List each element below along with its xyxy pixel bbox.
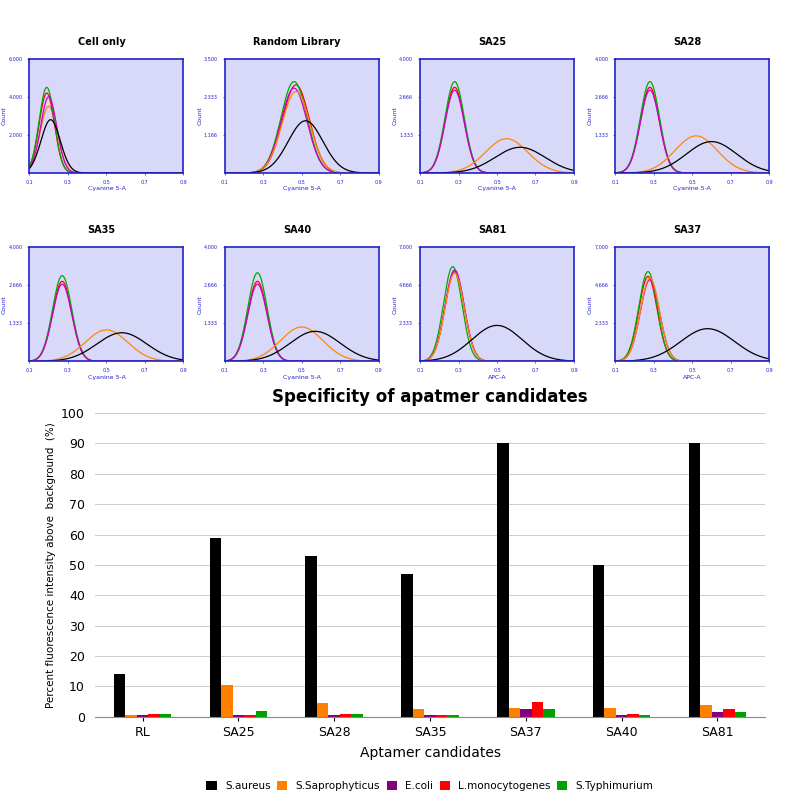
Bar bbox=[160, 714, 171, 717]
Bar bbox=[114, 674, 125, 717]
Bar bbox=[256, 711, 267, 717]
Bar bbox=[317, 703, 328, 717]
X-axis label: Cyanine 5-A: Cyanine 5-A bbox=[282, 186, 320, 191]
Bar bbox=[604, 708, 616, 717]
Bar bbox=[689, 444, 700, 717]
X-axis label: APC-A: APC-A bbox=[488, 375, 507, 380]
Bar bbox=[424, 715, 436, 717]
Text: SA28: SA28 bbox=[673, 36, 701, 46]
Bar bbox=[210, 538, 221, 717]
Bar bbox=[148, 714, 160, 717]
Y-axis label: Count: Count bbox=[197, 106, 203, 126]
Bar bbox=[136, 715, 148, 717]
Bar bbox=[447, 715, 458, 717]
Bar bbox=[328, 715, 340, 717]
X-axis label: Cyanine 5-A: Cyanine 5-A bbox=[478, 186, 516, 191]
Bar bbox=[221, 685, 233, 717]
Bar bbox=[627, 714, 639, 717]
Text: SA25: SA25 bbox=[478, 36, 507, 46]
Bar bbox=[305, 556, 317, 717]
Bar bbox=[497, 444, 509, 717]
Y-axis label: Count: Count bbox=[393, 295, 398, 313]
Bar bbox=[724, 710, 735, 717]
Bar bbox=[413, 710, 424, 717]
Bar bbox=[233, 715, 244, 717]
Bar bbox=[402, 574, 413, 717]
X-axis label: Cyanine 5-A: Cyanine 5-A bbox=[673, 186, 711, 191]
Y-axis label: Count: Count bbox=[2, 106, 7, 126]
Y-axis label: Percent fluorescence intensity above  background  (%): Percent fluorescence intensity above bac… bbox=[46, 422, 55, 708]
Text: SA40: SA40 bbox=[282, 225, 311, 235]
Title: Specificity of apatmer candidates: Specificity of apatmer candidates bbox=[272, 388, 588, 406]
Bar bbox=[639, 715, 650, 717]
Bar bbox=[593, 565, 604, 717]
Bar bbox=[125, 715, 136, 717]
X-axis label: Cyanine 5-A: Cyanine 5-A bbox=[88, 375, 125, 380]
Text: SA37: SA37 bbox=[673, 225, 701, 235]
Bar bbox=[244, 715, 256, 717]
Y-axis label: Count: Count bbox=[2, 295, 7, 313]
X-axis label: APC-A: APC-A bbox=[683, 375, 701, 380]
Text: Cell only: Cell only bbox=[77, 36, 125, 46]
Y-axis label: Count: Count bbox=[393, 106, 398, 126]
Y-axis label: Count: Count bbox=[588, 106, 593, 126]
Y-axis label: Count: Count bbox=[197, 295, 203, 313]
Legend: S.aureus, S.Saprophyticus, E.coli, L.monocytogenes, S.Typhimurium: S.aureus, S.Saprophyticus, E.coli, L.mon… bbox=[202, 777, 658, 795]
Text: SA81: SA81 bbox=[478, 225, 507, 235]
X-axis label: Aptamer candidates: Aptamer candidates bbox=[360, 746, 500, 760]
Text: SA35: SA35 bbox=[88, 225, 116, 235]
Bar bbox=[351, 714, 363, 717]
X-axis label: Cyanine 5-A: Cyanine 5-A bbox=[282, 375, 320, 380]
Bar bbox=[616, 715, 627, 717]
Bar bbox=[735, 712, 746, 717]
Bar bbox=[520, 710, 532, 717]
Bar bbox=[712, 712, 724, 717]
Bar bbox=[436, 715, 447, 717]
Bar bbox=[532, 701, 543, 717]
X-axis label: Cyanine 5-A: Cyanine 5-A bbox=[88, 186, 125, 191]
Bar bbox=[543, 710, 555, 717]
Text: Random Library: Random Library bbox=[253, 36, 341, 46]
Bar bbox=[340, 714, 351, 717]
Bar bbox=[700, 705, 712, 717]
Y-axis label: Count: Count bbox=[588, 295, 593, 313]
Bar bbox=[509, 708, 520, 717]
